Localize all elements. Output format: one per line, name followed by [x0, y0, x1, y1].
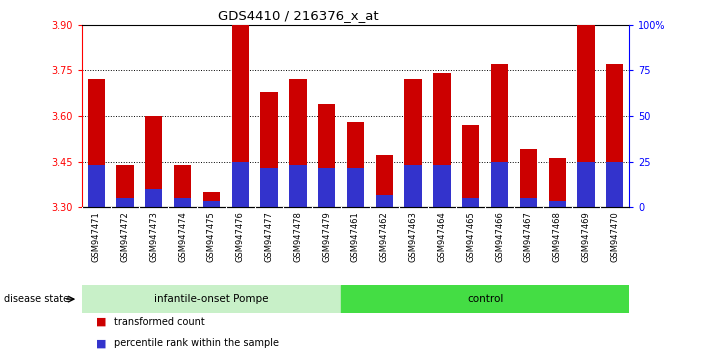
Text: control: control [467, 294, 503, 304]
Text: infantile-onset Pompe: infantile-onset Pompe [154, 294, 269, 304]
Text: GSM947466: GSM947466 [495, 211, 504, 262]
Text: ■: ■ [96, 317, 107, 327]
Bar [577, 25, 594, 207]
Bar [117, 165, 134, 207]
Bar [405, 79, 422, 207]
Text: GSM947462: GSM947462 [380, 211, 389, 262]
Bar [433, 73, 451, 207]
Text: GSM947471: GSM947471 [92, 211, 101, 262]
Text: GSM947477: GSM947477 [264, 211, 274, 262]
Bar [347, 122, 364, 207]
Bar [145, 116, 162, 207]
Bar [318, 167, 336, 207]
Bar [606, 64, 624, 207]
Text: GDS4410 / 216376_x_at: GDS4410 / 216376_x_at [218, 9, 379, 22]
Bar [606, 161, 624, 207]
Bar [491, 161, 508, 207]
Bar [174, 198, 191, 207]
Text: GSM947463: GSM947463 [409, 211, 417, 262]
Text: GSM947467: GSM947467 [524, 211, 533, 262]
Bar [462, 198, 479, 207]
Text: percentile rank within the sample: percentile rank within the sample [114, 338, 279, 348]
Text: GSM947473: GSM947473 [149, 211, 159, 262]
Text: GSM947476: GSM947476 [236, 211, 245, 262]
Bar [347, 167, 364, 207]
Text: transformed count: transformed count [114, 317, 205, 327]
Bar [433, 165, 451, 207]
Bar [232, 25, 249, 207]
Bar [462, 125, 479, 207]
Text: GSM947479: GSM947479 [322, 211, 331, 262]
Bar [341, 285, 629, 313]
Bar [520, 149, 537, 207]
Bar [491, 64, 508, 207]
Bar [289, 79, 306, 207]
Text: GSM947470: GSM947470 [610, 211, 619, 262]
Bar [174, 165, 191, 207]
Text: GSM947474: GSM947474 [178, 211, 187, 262]
Bar [203, 201, 220, 207]
Bar [232, 161, 249, 207]
Text: GSM947465: GSM947465 [466, 211, 475, 262]
Text: GSM947478: GSM947478 [294, 211, 302, 262]
Text: GSM947469: GSM947469 [582, 211, 591, 262]
Bar [117, 198, 134, 207]
Bar [375, 195, 393, 207]
Text: disease state: disease state [4, 294, 69, 304]
Bar [289, 165, 306, 207]
Bar [549, 159, 566, 207]
Bar [577, 161, 594, 207]
Bar [87, 79, 105, 207]
Text: GSM947464: GSM947464 [437, 211, 447, 262]
Text: ■: ■ [96, 338, 107, 348]
Text: GSM947475: GSM947475 [207, 211, 216, 262]
Bar [82, 285, 341, 313]
Text: GSM947461: GSM947461 [351, 211, 360, 262]
Bar [260, 167, 278, 207]
Bar [549, 201, 566, 207]
Bar [260, 92, 278, 207]
Text: GSM947472: GSM947472 [120, 211, 129, 262]
Bar [318, 104, 336, 207]
Bar [405, 165, 422, 207]
Bar [520, 198, 537, 207]
Text: GSM947468: GSM947468 [552, 211, 562, 262]
Bar [203, 192, 220, 207]
Bar [375, 155, 393, 207]
Bar [145, 189, 162, 207]
Bar [87, 165, 105, 207]
